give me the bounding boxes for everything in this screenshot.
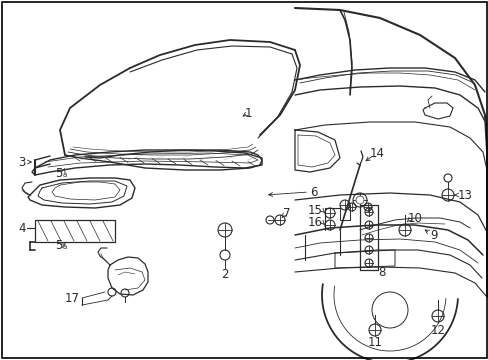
Text: 5: 5	[55, 239, 62, 252]
Text: 9: 9	[429, 229, 437, 242]
Text: 12: 12	[429, 324, 445, 337]
Text: a: a	[63, 172, 67, 178]
Text: 11: 11	[367, 336, 382, 348]
Text: 13: 13	[457, 189, 472, 202]
Text: 14: 14	[369, 147, 384, 159]
Text: 17: 17	[65, 292, 80, 305]
Text: 7: 7	[283, 207, 290, 220]
Bar	[35, 220, 115, 242]
Text: 2: 2	[221, 269, 228, 282]
Text: 15: 15	[307, 203, 322, 216]
Text: a: a	[63, 244, 67, 250]
Text: 10: 10	[407, 212, 422, 225]
Text: 8: 8	[377, 266, 385, 279]
Text: 4: 4	[18, 221, 25, 234]
Circle shape	[355, 196, 363, 204]
Text: 5: 5	[55, 166, 62, 180]
Text: 6: 6	[309, 185, 317, 198]
Text: 3: 3	[18, 156, 25, 168]
Text: 1: 1	[244, 107, 252, 120]
Text: 16: 16	[307, 216, 323, 229]
